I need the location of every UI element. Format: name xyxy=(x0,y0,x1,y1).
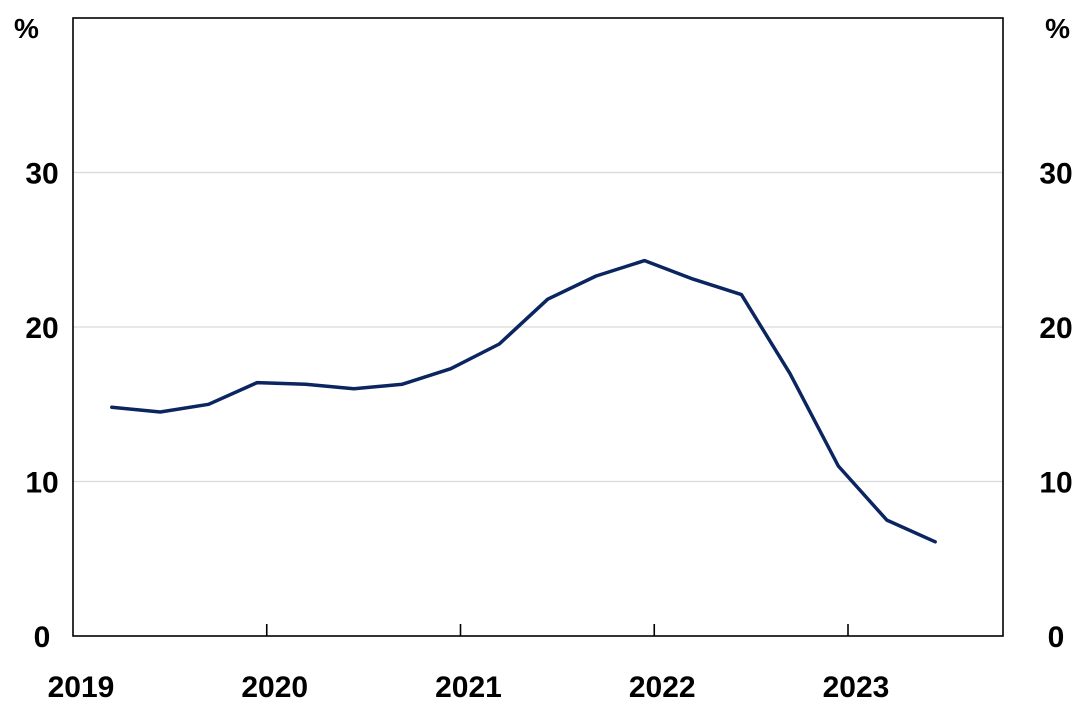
y-tick-label-left: 0 xyxy=(34,621,51,654)
x-tick-label: 2023 xyxy=(823,671,890,704)
y-axis-labels: 0 0 10 10 20 20 30 30 xyxy=(25,158,1072,655)
left-unit-label: % xyxy=(14,13,39,44)
x-tick-label: 2019 xyxy=(48,671,115,704)
y-tick-label-right: 30 xyxy=(1039,158,1072,191)
y-tick-label-right: 0 xyxy=(1048,621,1065,654)
x-tick-label: 2022 xyxy=(629,671,696,704)
gridlines xyxy=(73,171,1003,483)
series-layer xyxy=(110,258,937,544)
x-tick-label: 2020 xyxy=(241,671,308,704)
y-tick-label-right: 20 xyxy=(1039,312,1072,345)
x-tick-label: 2021 xyxy=(435,671,502,704)
series-line-0 xyxy=(110,258,937,544)
y-tick-label-right: 10 xyxy=(1039,467,1072,500)
plot-frame xyxy=(72,17,1004,637)
right-unit-label: % xyxy=(1045,13,1070,44)
x-axis-ticks: 2019 2020 2021 2022 2023 xyxy=(48,624,890,704)
y-tick-label-left: 30 xyxy=(25,158,58,191)
axes xyxy=(72,17,1004,637)
y-tick-label-left: 20 xyxy=(25,312,58,345)
y-tick-label-left: 10 xyxy=(25,467,58,500)
